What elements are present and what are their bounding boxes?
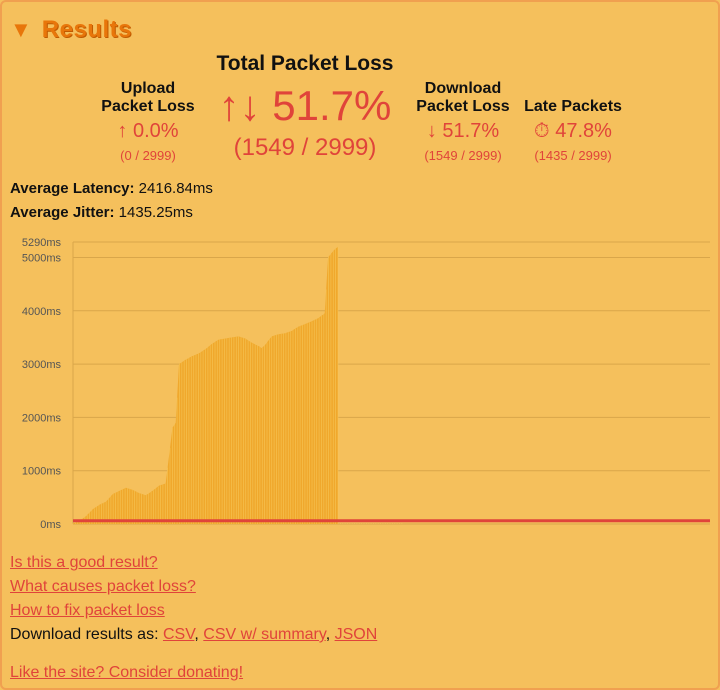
down-arrow-icon: ↓ [426,120,437,142]
sep-1: , [194,626,204,643]
up-arrow-icon: ↑ [117,120,128,142]
download-sub: (1549 / 2999) [424,148,502,163]
csv-summary-link[interactable]: CSV w/ summary [203,626,326,643]
total-value-row: ↑↓ 51.7% [200,84,410,128]
latency-value: 2416.84ms [138,180,213,197]
y-tick-label: 1000ms [22,466,62,478]
upload-stat: Upload Packet Loss ↑ 0.0% (0 / 2999) [98,80,198,163]
good-result-link[interactable]: Is this a good result? [10,554,158,571]
upload-label-line1: Upload [120,80,176,97]
download-label-line1: Download [424,80,502,97]
download-stat: Download Packet Loss ↓ 51.7% (1549 / 299… [412,80,514,163]
total-label: Total Packet Loss [216,52,394,75]
jitter-value: 1435.25ms [118,204,193,221]
y-tick-label: 4000ms [22,306,62,318]
average-jitter: Average Jitter: 1435.25ms [10,204,193,221]
y-tick-label: 0ms [40,519,61,531]
results-header[interactable]: ▼ Results [10,16,132,44]
sep-2: , [325,626,335,643]
chart-y-axis: 5290ms 5000ms 4000ms 3000ms 2000ms 1000ms 0ms [22,237,62,531]
average-latency: Average Latency: 2416.84ms [10,180,213,197]
results-title: Results [41,16,132,43]
upload-value: 0.0% [132,120,179,142]
links-area: Is this a good result? What causes packe… [10,554,377,682]
late-sub: (1435 / 2999) [534,148,612,163]
upload-label-line2: Packet Loss [101,98,195,115]
json-link[interactable]: JSON [334,626,378,643]
download-prefix: Download results as: [10,626,159,643]
jitter-label: Average Jitter: [10,204,115,221]
total-value: 51.7% [272,82,392,129]
stopwatch-icon: ⏱ [534,120,550,142]
download-label-line2: Packet Loss [416,98,510,115]
download-value-row: ↓ 51.7% [412,120,514,143]
latency-label: Average Latency: [10,180,135,197]
csv-link[interactable]: CSV [162,626,195,643]
y-tick-label: 5290ms [22,237,62,249]
upload-sub: (0 / 2999) [120,148,176,163]
download-value: 51.7% [442,120,500,142]
latency-bars [72,246,403,524]
late-stat: Late Packets ⏱ 47.8% (1435 / 2999) [518,98,628,163]
collapse-triangle-icon[interactable]: ▼ [10,17,32,42]
latency-chart: 5290ms 5000ms 4000ms 3000ms 2000ms 1000ms 0ms [22,237,710,531]
upload-value-row: ↑ 0.0% [98,120,198,143]
y-tick-label: 3000ms [22,359,62,371]
donate-link[interactable]: Like the site? Consider donating! [10,664,244,681]
y-tick-label: 5000ms [22,252,62,264]
fix-link[interactable]: How to fix packet loss [10,602,165,619]
late-value-row: ⏱ 47.8% [518,120,628,143]
late-label: Late Packets [524,98,622,115]
late-value: 47.8% [555,120,612,142]
total-stat: Total Packet Loss ↑↓ 51.7% (1549 / 2999) [200,52,410,162]
causes-link[interactable]: What causes packet loss? [10,578,196,595]
total-sub: (1549 / 2999) [233,134,377,161]
y-tick-label: 2000ms [22,412,62,424]
up-down-arrows-icon: ↑↓ [218,82,261,129]
download-results: Download results as: CSV, CSV w/ summary… [10,626,377,650]
